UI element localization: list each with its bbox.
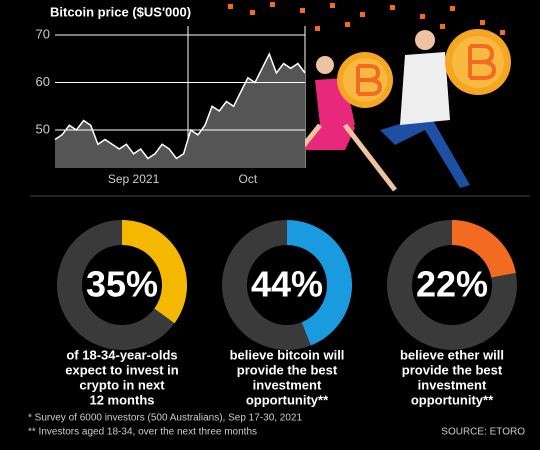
area [55,54,305,168]
caption: investment [418,377,487,392]
y-tick-label: 50 [36,121,50,136]
chart-title: Bitcoin price ($US'000) [50,4,191,19]
value-label: 44% [251,264,323,305]
caption: believe ether will [400,347,504,362]
y-tick-label: 70 [36,26,50,41]
footnote: ** Investors aged 18-34, over the next t… [28,427,257,438]
donut-segment [452,219,516,278]
illustration [228,2,511,192]
caption: opportunity** [246,392,329,407]
caption: 12 months [89,392,154,407]
caption: of 18-34-year-olds [66,347,177,362]
caption: believe bitcoin will [230,347,345,362]
value-label: 35% [86,264,158,305]
caption: provide the best [237,362,338,377]
caption: opportunity** [411,392,494,407]
line [54,52,306,160]
donut-segment [122,219,188,324]
caption: investment [253,377,322,392]
footnote: * Survey of 6000 investors (500 Australi… [28,413,302,424]
donut-segment [287,220,353,346]
y-tick-label: 60 [36,74,50,89]
caption: expect to invest in [65,362,178,377]
x-tick-label: Oct [239,172,258,186]
x-tick-label: Sep 2021 [108,172,160,186]
caption: crypto in next [79,377,165,392]
source: SOURCE: ETORO [441,427,525,438]
value-label: 22% [416,264,488,305]
caption: provide the best [402,362,503,377]
